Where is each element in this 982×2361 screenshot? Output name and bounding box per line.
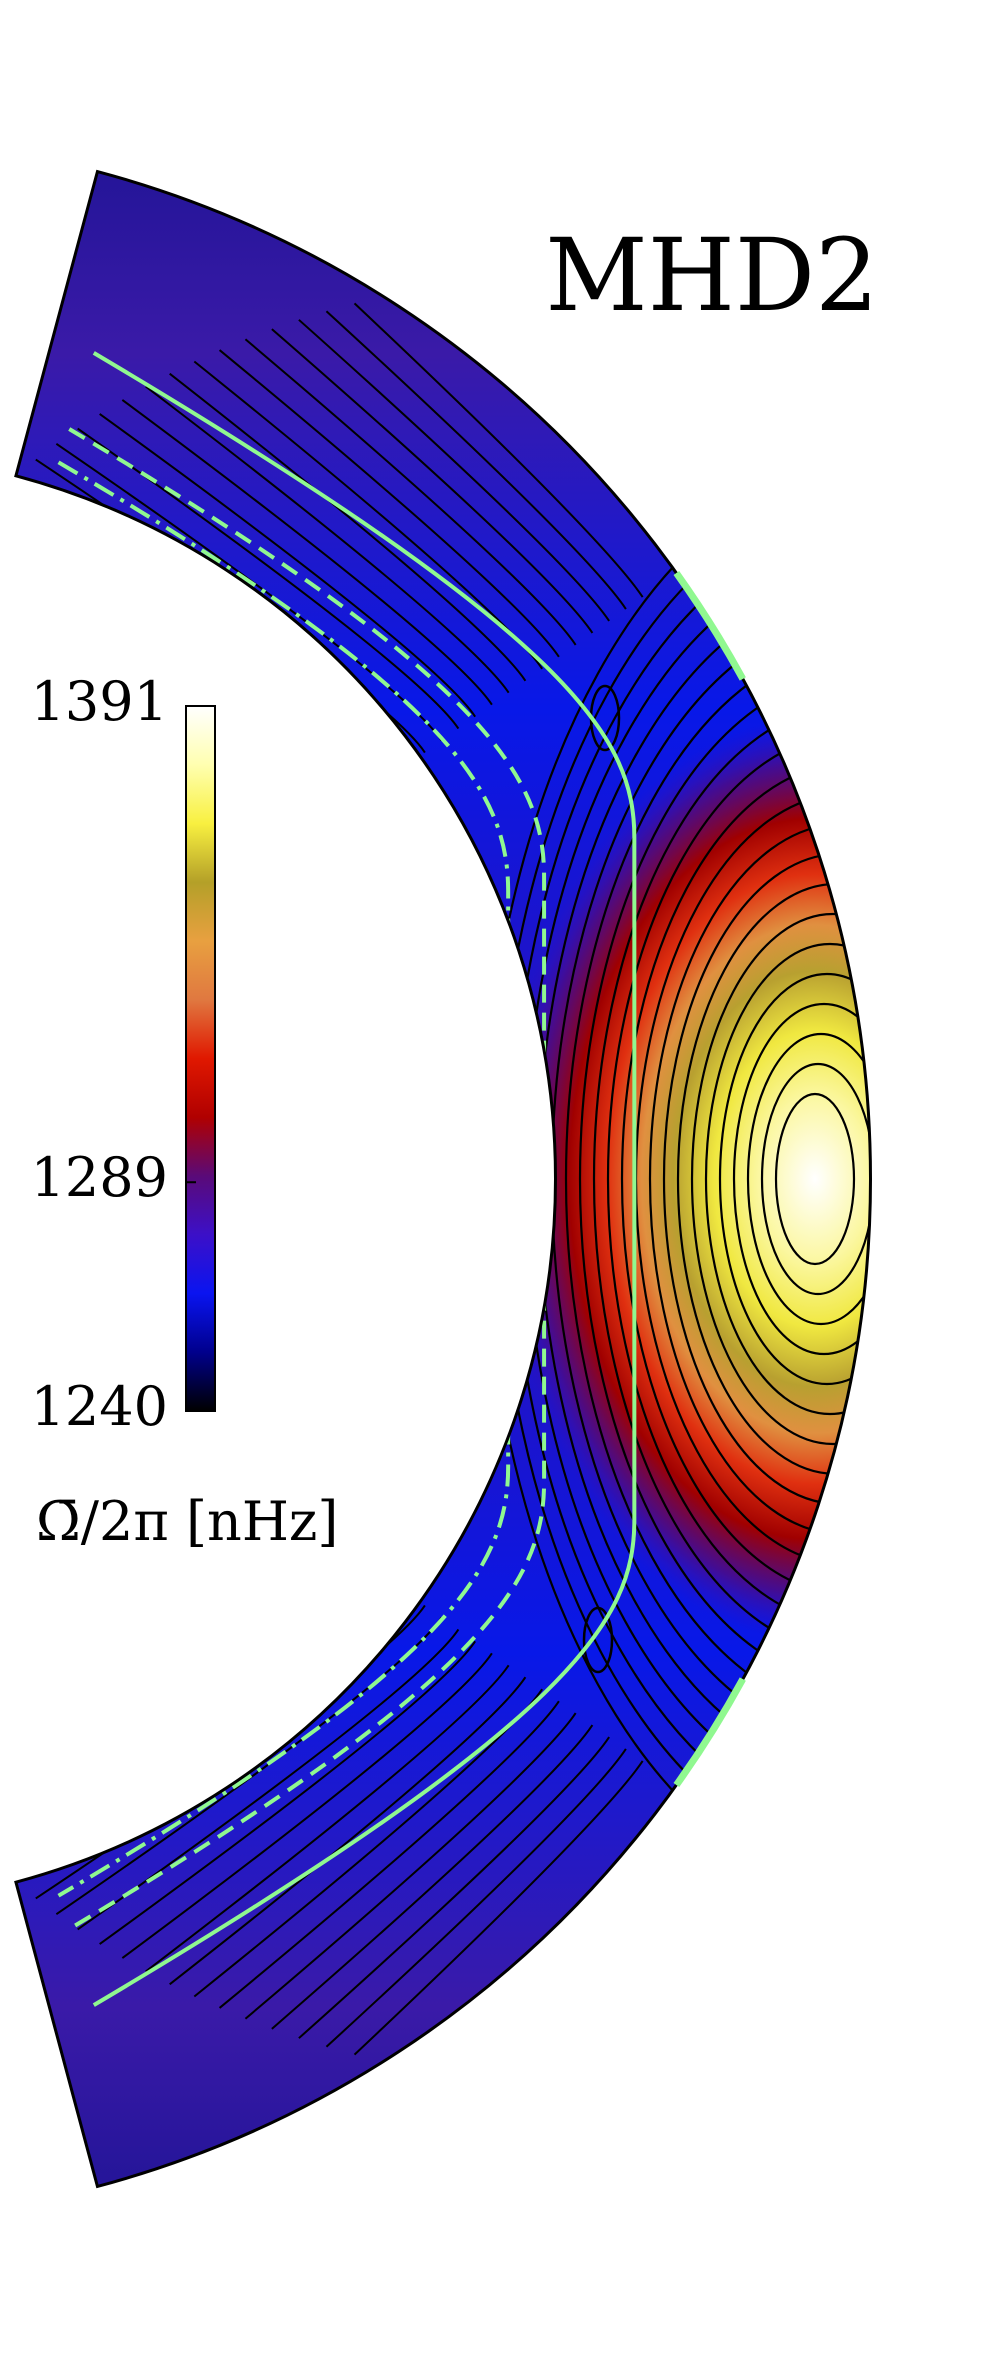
- contour-line: [774, 1092, 856, 1266]
- contour-line: [746, 1032, 871, 1326]
- colorbar-tick-label: 1240: [31, 1375, 168, 1438]
- contour-line: [121, 399, 493, 1959]
- contour-line: [325, 310, 627, 2048]
- contour-line: [353, 302, 644, 2056]
- contour-line: [218, 349, 560, 2009]
- contour-line: [718, 972, 871, 1386]
- colorbar-tick-label: 1289: [31, 1146, 168, 1209]
- contour-line: [169, 372, 527, 1986]
- contour-line: [244, 338, 577, 2020]
- contour-line: [99, 413, 476, 1945]
- colorbar: [185, 705, 216, 1412]
- marker-line: [92, 351, 637, 2007]
- chart-title: MHD2: [545, 217, 878, 334]
- colorbar-tick-label: 1391: [31, 670, 168, 733]
- contour-line: [760, 1062, 871, 1296]
- surface-marker: [673, 570, 746, 681]
- contour-line: [55, 442, 443, 1916]
- contour-line: [582, 1606, 614, 1674]
- contour-line: [690, 912, 871, 1446]
- surface-marker: [673, 1677, 746, 1788]
- contour-line: [732, 1002, 871, 1356]
- contour-line: [271, 328, 594, 2030]
- colorbar-label: Ω̄/2π [nHz]: [36, 1490, 338, 1553]
- contour-line: [145, 385, 510, 1973]
- contour-line: [298, 319, 610, 2039]
- contour-line: [704, 942, 871, 1416]
- contour-line: [77, 427, 460, 1931]
